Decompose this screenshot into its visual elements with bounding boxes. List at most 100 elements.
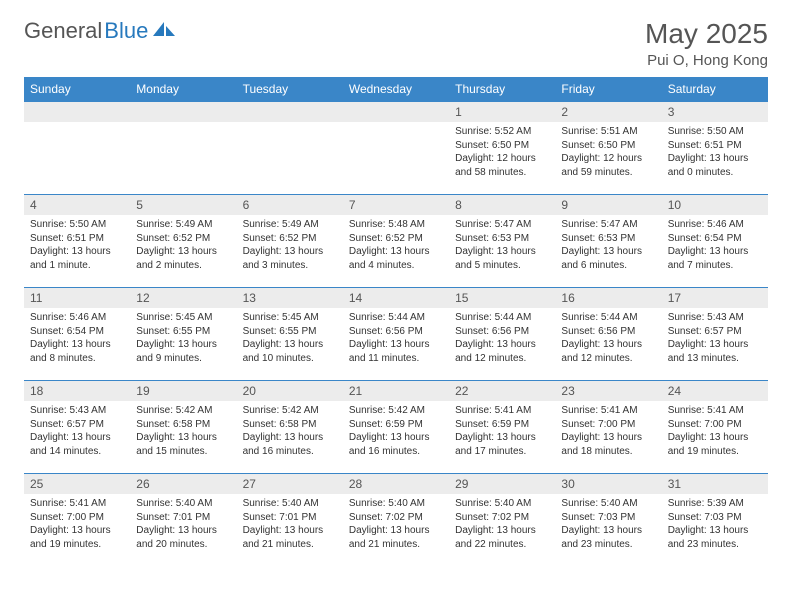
day-number: 11 bbox=[24, 288, 130, 308]
day-content: Sunrise: 5:45 AMSunset: 6:55 PMDaylight:… bbox=[237, 308, 343, 368]
calendar-cell: 16Sunrise: 5:44 AMSunset: 6:56 PMDayligh… bbox=[555, 288, 661, 381]
weekday-header: Tuesday bbox=[237, 77, 343, 102]
day-content: Sunrise: 5:50 AMSunset: 6:51 PMDaylight:… bbox=[662, 122, 768, 182]
logo-sail-icon bbox=[153, 18, 175, 44]
day-content: Sunrise: 5:42 AMSunset: 6:59 PMDaylight:… bbox=[343, 401, 449, 461]
calendar-cell: 12Sunrise: 5:45 AMSunset: 6:55 PMDayligh… bbox=[130, 288, 236, 381]
weekday-header: Friday bbox=[555, 77, 661, 102]
day-number: 25 bbox=[24, 474, 130, 494]
day-number: 27 bbox=[237, 474, 343, 494]
calendar-cell: 15Sunrise: 5:44 AMSunset: 6:56 PMDayligh… bbox=[449, 288, 555, 381]
calendar-cell: 10Sunrise: 5:46 AMSunset: 6:54 PMDayligh… bbox=[662, 195, 768, 288]
calendar-cell: 29Sunrise: 5:40 AMSunset: 7:02 PMDayligh… bbox=[449, 474, 555, 567]
calendar-row: 4Sunrise: 5:50 AMSunset: 6:51 PMDaylight… bbox=[24, 195, 768, 288]
day-number: 12 bbox=[130, 288, 236, 308]
calendar-cell: 30Sunrise: 5:40 AMSunset: 7:03 PMDayligh… bbox=[555, 474, 661, 567]
day-content: Sunrise: 5:40 AMSunset: 7:02 PMDaylight:… bbox=[449, 494, 555, 554]
calendar-cell-empty bbox=[130, 102, 236, 195]
day-content: Sunrise: 5:43 AMSunset: 6:57 PMDaylight:… bbox=[662, 308, 768, 368]
day-content: Sunrise: 5:44 AMSunset: 6:56 PMDaylight:… bbox=[555, 308, 661, 368]
day-content: Sunrise: 5:50 AMSunset: 6:51 PMDaylight:… bbox=[24, 215, 130, 275]
day-number: 21 bbox=[343, 381, 449, 401]
calendar-cell: 22Sunrise: 5:41 AMSunset: 6:59 PMDayligh… bbox=[449, 381, 555, 474]
day-number: 31 bbox=[662, 474, 768, 494]
day-number: 23 bbox=[555, 381, 661, 401]
weekday-header: Monday bbox=[130, 77, 236, 102]
logo-text-gray: General bbox=[24, 18, 102, 44]
calendar-cell: 9Sunrise: 5:47 AMSunset: 6:53 PMDaylight… bbox=[555, 195, 661, 288]
day-content: Sunrise: 5:41 AMSunset: 7:00 PMDaylight:… bbox=[662, 401, 768, 461]
calendar-cell: 7Sunrise: 5:48 AMSunset: 6:52 PMDaylight… bbox=[343, 195, 449, 288]
day-number: 16 bbox=[555, 288, 661, 308]
day-content: Sunrise: 5:40 AMSunset: 7:02 PMDaylight:… bbox=[343, 494, 449, 554]
logo-text-blue: Blue bbox=[104, 18, 148, 44]
calendar-row: 25Sunrise: 5:41 AMSunset: 7:00 PMDayligh… bbox=[24, 474, 768, 567]
day-number: 26 bbox=[130, 474, 236, 494]
day-content: Sunrise: 5:51 AMSunset: 6:50 PMDaylight:… bbox=[555, 122, 661, 182]
day-number: 7 bbox=[343, 195, 449, 215]
day-content: Sunrise: 5:42 AMSunset: 6:58 PMDaylight:… bbox=[130, 401, 236, 461]
day-content: Sunrise: 5:41 AMSunset: 7:00 PMDaylight:… bbox=[555, 401, 661, 461]
day-number: 30 bbox=[555, 474, 661, 494]
calendar-table: Sunday Monday Tuesday Wednesday Thursday… bbox=[24, 77, 768, 566]
calendar-cell: 3Sunrise: 5:50 AMSunset: 6:51 PMDaylight… bbox=[662, 102, 768, 195]
weekday-header: Saturday bbox=[662, 77, 768, 102]
day-content: Sunrise: 5:40 AMSunset: 7:01 PMDaylight:… bbox=[130, 494, 236, 554]
calendar-cell-empty bbox=[343, 102, 449, 195]
day-number: 28 bbox=[343, 474, 449, 494]
calendar-row: 18Sunrise: 5:43 AMSunset: 6:57 PMDayligh… bbox=[24, 381, 768, 474]
calendar-cell: 26Sunrise: 5:40 AMSunset: 7:01 PMDayligh… bbox=[130, 474, 236, 567]
day-content: Sunrise: 5:46 AMSunset: 6:54 PMDaylight:… bbox=[24, 308, 130, 368]
calendar-body: 1Sunrise: 5:52 AMSunset: 6:50 PMDaylight… bbox=[24, 102, 768, 567]
calendar-cell: 5Sunrise: 5:49 AMSunset: 6:52 PMDaylight… bbox=[130, 195, 236, 288]
day-number: 1 bbox=[449, 102, 555, 122]
calendar-cell-empty bbox=[24, 102, 130, 195]
location: Pui O, Hong Kong bbox=[645, 52, 768, 69]
day-content: Sunrise: 5:41 AMSunset: 6:59 PMDaylight:… bbox=[449, 401, 555, 461]
day-number: 19 bbox=[130, 381, 236, 401]
calendar-cell: 23Sunrise: 5:41 AMSunset: 7:00 PMDayligh… bbox=[555, 381, 661, 474]
calendar-cell: 4Sunrise: 5:50 AMSunset: 6:51 PMDaylight… bbox=[24, 195, 130, 288]
calendar-cell: 25Sunrise: 5:41 AMSunset: 7:00 PMDayligh… bbox=[24, 474, 130, 567]
day-number: 14 bbox=[343, 288, 449, 308]
day-content: Sunrise: 5:47 AMSunset: 6:53 PMDaylight:… bbox=[449, 215, 555, 275]
calendar-cell: 24Sunrise: 5:41 AMSunset: 7:00 PMDayligh… bbox=[662, 381, 768, 474]
day-content: Sunrise: 5:46 AMSunset: 6:54 PMDaylight:… bbox=[662, 215, 768, 275]
calendar-row: 11Sunrise: 5:46 AMSunset: 6:54 PMDayligh… bbox=[24, 288, 768, 381]
day-number: 2 bbox=[555, 102, 661, 122]
day-content: Sunrise: 5:40 AMSunset: 7:01 PMDaylight:… bbox=[237, 494, 343, 554]
day-number: 20 bbox=[237, 381, 343, 401]
day-content: Sunrise: 5:43 AMSunset: 6:57 PMDaylight:… bbox=[24, 401, 130, 461]
weekday-header: Wednesday bbox=[343, 77, 449, 102]
calendar-cell: 11Sunrise: 5:46 AMSunset: 6:54 PMDayligh… bbox=[24, 288, 130, 381]
month-title: May 2025 bbox=[645, 18, 768, 50]
logo: GeneralBlue bbox=[24, 18, 175, 44]
calendar-cell: 1Sunrise: 5:52 AMSunset: 6:50 PMDaylight… bbox=[449, 102, 555, 195]
weekday-header-row: Sunday Monday Tuesday Wednesday Thursday… bbox=[24, 77, 768, 102]
day-content: Sunrise: 5:42 AMSunset: 6:58 PMDaylight:… bbox=[237, 401, 343, 461]
day-number: 29 bbox=[449, 474, 555, 494]
day-number: 17 bbox=[662, 288, 768, 308]
weekday-header: Sunday bbox=[24, 77, 130, 102]
day-content: Sunrise: 5:47 AMSunset: 6:53 PMDaylight:… bbox=[555, 215, 661, 275]
day-number: 3 bbox=[662, 102, 768, 122]
calendar-cell: 13Sunrise: 5:45 AMSunset: 6:55 PMDayligh… bbox=[237, 288, 343, 381]
day-number: 22 bbox=[449, 381, 555, 401]
day-content: Sunrise: 5:48 AMSunset: 6:52 PMDaylight:… bbox=[343, 215, 449, 275]
day-number: 18 bbox=[24, 381, 130, 401]
day-number: 5 bbox=[130, 195, 236, 215]
calendar-cell: 6Sunrise: 5:49 AMSunset: 6:52 PMDaylight… bbox=[237, 195, 343, 288]
calendar-cell: 18Sunrise: 5:43 AMSunset: 6:57 PMDayligh… bbox=[24, 381, 130, 474]
calendar-cell: 19Sunrise: 5:42 AMSunset: 6:58 PMDayligh… bbox=[130, 381, 236, 474]
calendar-cell: 17Sunrise: 5:43 AMSunset: 6:57 PMDayligh… bbox=[662, 288, 768, 381]
day-content: Sunrise: 5:45 AMSunset: 6:55 PMDaylight:… bbox=[130, 308, 236, 368]
calendar-cell: 8Sunrise: 5:47 AMSunset: 6:53 PMDaylight… bbox=[449, 195, 555, 288]
calendar-cell: 14Sunrise: 5:44 AMSunset: 6:56 PMDayligh… bbox=[343, 288, 449, 381]
calendar-cell: 21Sunrise: 5:42 AMSunset: 6:59 PMDayligh… bbox=[343, 381, 449, 474]
calendar-cell: 28Sunrise: 5:40 AMSunset: 7:02 PMDayligh… bbox=[343, 474, 449, 567]
calendar-cell: 31Sunrise: 5:39 AMSunset: 7:03 PMDayligh… bbox=[662, 474, 768, 567]
weekday-header: Thursday bbox=[449, 77, 555, 102]
day-content: Sunrise: 5:39 AMSunset: 7:03 PMDaylight:… bbox=[662, 494, 768, 554]
day-number: 24 bbox=[662, 381, 768, 401]
day-number: 4 bbox=[24, 195, 130, 215]
